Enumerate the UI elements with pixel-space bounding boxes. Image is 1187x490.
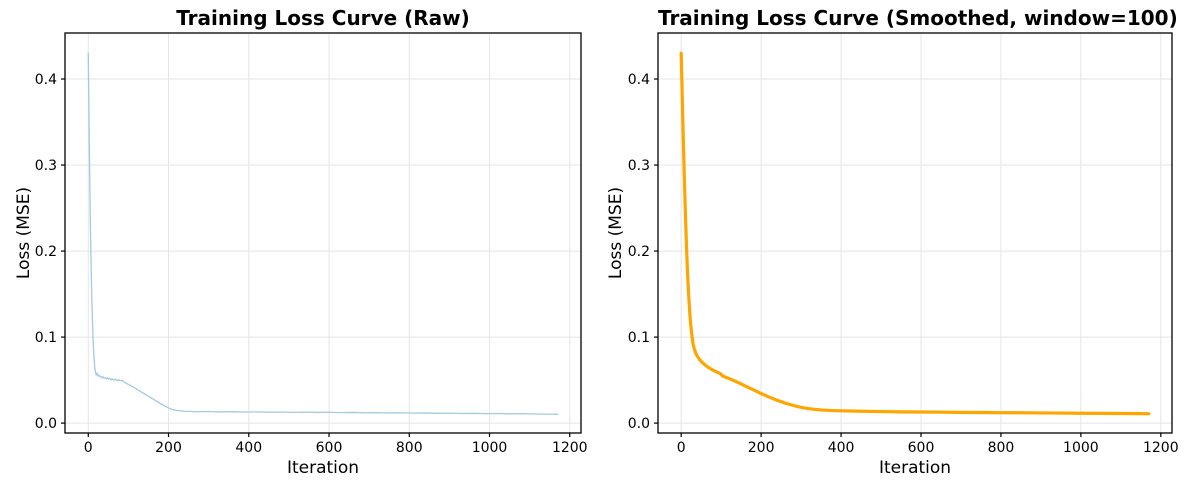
x-axis-label-raw: Iteration: [286, 458, 360, 478]
x-tick-label: 200: [748, 440, 775, 456]
x-tick-label: 800: [396, 440, 423, 456]
y-axis-label-raw: Loss (MSE): [14, 186, 34, 280]
x-tick-label: 200: [155, 440, 182, 456]
x-tick-label: 1000: [1063, 440, 1099, 456]
axes-spines-raw: [64, 32, 582, 434]
x-tick-label: 1200: [552, 440, 588, 456]
y-tick-label: 0.4: [35, 72, 57, 88]
axes-spines-smoothed: [657, 32, 1173, 434]
y-tick-label: 0.2: [628, 244, 650, 260]
x-tick-label: 600: [908, 440, 935, 456]
x-tick-label: 800: [988, 440, 1015, 456]
y-tick-label: 0.0: [35, 416, 57, 432]
chart-title-raw: Training Loss Curve (Raw): [176, 6, 470, 30]
y-tick-label: 0.3: [35, 158, 57, 174]
y-axis-label-smoothed: Loss (MSE): [606, 186, 626, 280]
chart-title-smoothed: Training Loss Curve (Smoothed, window=10…: [658, 6, 1178, 30]
loss-line-smoothed: [679, 51, 1151, 416]
x-tick-label: 0: [84, 440, 93, 456]
y-tick-label: 0.0: [628, 416, 650, 432]
x-tick-label: 400: [235, 440, 262, 456]
x-tick-label: 400: [828, 440, 855, 456]
y-tick-label: 0.1: [628, 330, 650, 346]
x-tick-label: 1000: [472, 440, 508, 456]
x-tick-label: 1200: [1143, 440, 1179, 456]
y-tick-label: 0.2: [35, 244, 57, 260]
y-tick-label: 0.4: [628, 72, 650, 88]
y-tick-label: 0.3: [628, 158, 650, 174]
x-tick-label: 0: [677, 440, 686, 456]
loss-line-raw: [87, 52, 559, 415]
y-tick-label: 0.1: [35, 330, 57, 346]
x-axis-label-smoothed: Iteration: [878, 458, 952, 478]
x-tick-label: 600: [316, 440, 343, 456]
